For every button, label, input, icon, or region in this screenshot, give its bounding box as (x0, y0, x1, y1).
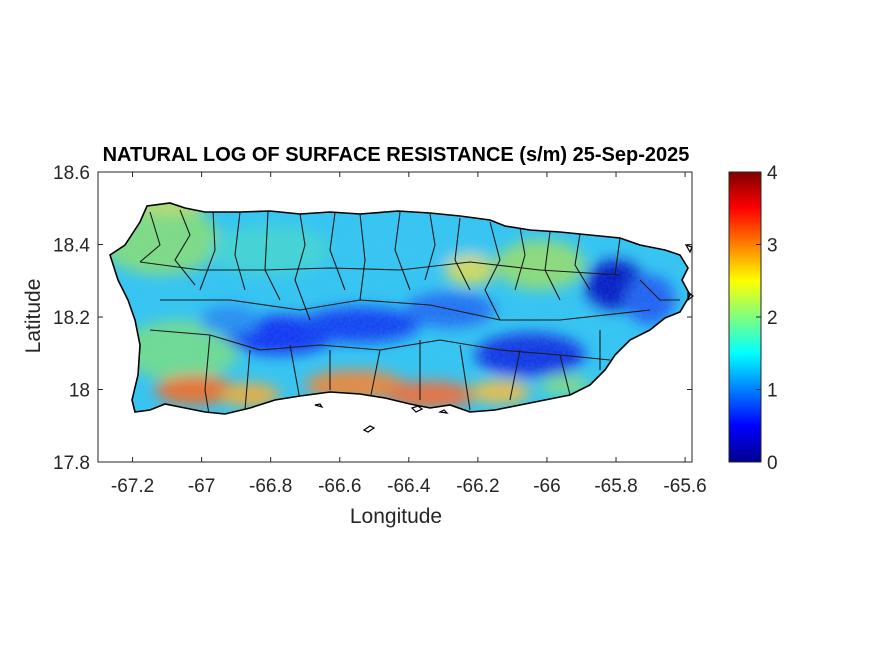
x-axis: -67.2 -67 -66.8 -66.6 -66.4 -66.2 -66 -65.8 -65.… (111, 172, 707, 497)
x-tick-label: -66.2 (456, 476, 499, 497)
colorbar-tick-label: 1 (767, 381, 778, 402)
colorbar-tick-label: 0 (767, 453, 778, 474)
y-axis: 18.6 18.4 18.2 18 17.8 (53, 163, 692, 474)
x-tick-label: -65.6 (663, 476, 706, 497)
island-outline (109, 202, 691, 415)
x-tick-label: -66.4 (387, 476, 431, 497)
x-tick-label: -65.8 (594, 476, 637, 497)
x-tick-label: -67.2 (111, 476, 154, 497)
colorbar-tick-label: 2 (767, 308, 778, 329)
chart-title: NATURAL LOG OF SURFACE RESISTANCE (s/m) … (103, 144, 690, 166)
colorbar-ticks: 4 3 2 1 0 (756, 163, 778, 474)
x-tick-label: -67 (188, 476, 215, 497)
x-tick-label: -66.6 (318, 476, 361, 497)
x-tick-label: -66.8 (249, 476, 292, 497)
x-axis-label: Longitude (350, 505, 442, 528)
y-tick-label: 18 (69, 381, 90, 402)
colorbar-tick-label: 4 (767, 163, 778, 184)
colorbar: 4 3 2 1 0 (728, 163, 778, 474)
y-tick-label: 17.8 (53, 453, 90, 474)
colorbar-gradient (728, 171, 762, 463)
heatmap-field (110, 203, 690, 414)
small-islands (314, 243, 694, 433)
y-tick-label: 18.6 (53, 163, 90, 184)
colorbar-tick-label: 3 (767, 236, 778, 257)
municipality-boundaries (139, 209, 680, 414)
x-tick-label: -66 (533, 476, 560, 497)
y-tick-label: 18.4 (53, 236, 90, 257)
y-tick-label: 18.2 (53, 308, 90, 329)
y-axis-label: Latitude (22, 279, 45, 354)
